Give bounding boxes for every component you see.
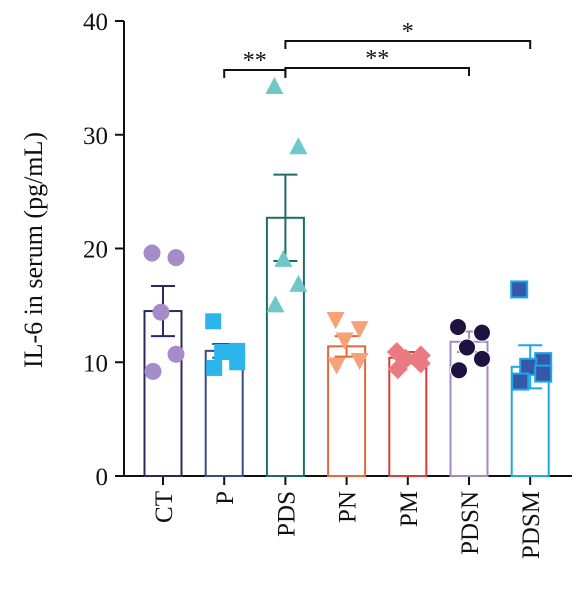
point-p [206, 359, 223, 376]
significance-label: ** [243, 48, 267, 74]
category-label-pm: PM [396, 491, 423, 527]
point-pdsm [510, 280, 529, 299]
point-pdsm [519, 357, 538, 376]
point-p [205, 313, 222, 330]
y-tick-label: 0 [96, 464, 109, 491]
y-tick-label: 30 [83, 123, 108, 150]
significance-label: * [402, 19, 414, 45]
point-p [214, 344, 231, 361]
point-pn [335, 332, 354, 350]
category-label-pds: PDS [273, 491, 300, 537]
y-axis-label: IL-6 in serum (pg/mL) [19, 132, 48, 368]
significance-bracket [284, 40, 532, 49]
point-pds [266, 295, 285, 313]
y-tick-label: 40 [83, 9, 108, 36]
category-label-pn: PN [335, 491, 362, 523]
point-ct [152, 303, 170, 321]
bars [143, 173, 550, 478]
point-ct [144, 362, 162, 380]
point-ct [167, 345, 185, 363]
point-pm [410, 353, 431, 374]
point-pds [289, 274, 308, 292]
category-label-p: P [212, 491, 239, 505]
axes: 0 10 20 30 40 CT P PDS PN PM PDSN PDSM [83, 9, 572, 559]
point-pdsm [534, 364, 553, 383]
data-points [143, 76, 553, 391]
point-pn [350, 321, 369, 339]
point-ct [167, 249, 185, 267]
y-tick-label: 10 [83, 350, 108, 377]
point-pn [326, 312, 345, 330]
point-pdsn [473, 349, 491, 368]
category-label-ct: CT [151, 491, 178, 523]
point-pn [350, 352, 369, 370]
category-label-pdsm: PDSM [518, 491, 545, 559]
y-tick-label: 20 [83, 237, 108, 264]
point-pdsm [511, 372, 530, 391]
significance-brackets: ** *** [223, 19, 532, 78]
significance-label: ** [365, 46, 389, 72]
point-pdsn [450, 361, 468, 380]
point-pm [387, 359, 408, 380]
point-pdsn [458, 338, 476, 357]
point-pn [327, 357, 346, 375]
significance-bracket [284, 67, 470, 76]
point-p [229, 354, 246, 371]
point-pdsn [449, 317, 467, 336]
point-ct [143, 244, 161, 262]
category-label-pdsn: PDSN [457, 491, 484, 555]
point-pds [265, 76, 284, 94]
point-pds [274, 249, 293, 267]
point-pdsn [473, 323, 491, 342]
point-pds [289, 137, 308, 155]
